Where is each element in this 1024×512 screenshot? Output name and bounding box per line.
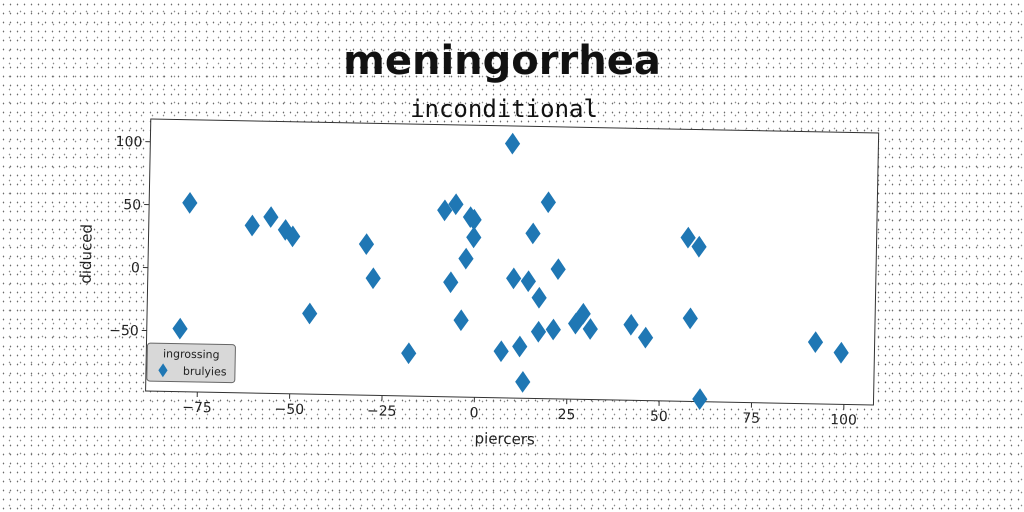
data-point (182, 192, 198, 214)
data-point (550, 258, 566, 281)
data-point (493, 340, 509, 363)
data-point (807, 331, 824, 354)
chart-subtitle: inconditional (410, 95, 598, 123)
data-point (540, 191, 556, 214)
data-point (263, 206, 279, 228)
x-tick-label: 0 (469, 405, 478, 421)
data-point (401, 342, 417, 365)
legend-entry-label: brulyies (183, 365, 227, 379)
data-point (437, 199, 453, 222)
y-tick-label: −50 (109, 323, 139, 340)
legend-marker-icon (158, 363, 168, 378)
plot-frame (145, 118, 880, 406)
data-point (680, 226, 696, 249)
x-tick-label: 25 (557, 407, 575, 423)
plot-area: −75 −50 −25 0 25 50 75 100 −50 0 50 100 piercers d… (77, 118, 880, 448)
x-axis: −75 −50 −25 0 25 50 75 100 (182, 391, 857, 429)
legend-title: ingrossing (163, 347, 220, 361)
y-tick-label: 50 (123, 197, 141, 213)
data-points (172, 132, 849, 410)
data-point (504, 132, 521, 155)
x-tick-label: −75 (182, 400, 212, 417)
data-point (525, 222, 541, 245)
data-point (244, 214, 260, 237)
legend: ingrossing brulyies (146, 342, 236, 384)
data-point (692, 388, 708, 410)
data-point (530, 320, 547, 343)
data-point (448, 193, 464, 216)
data-point (691, 235, 707, 258)
data-point (506, 267, 522, 290)
x-tick-label: 100 (830, 412, 857, 429)
data-point (833, 341, 849, 364)
data-point (466, 226, 482, 249)
legend-box (146, 342, 236, 384)
data-point (682, 307, 698, 330)
data-point (302, 302, 318, 325)
data-point (358, 233, 375, 255)
data-point (277, 219, 294, 241)
y-tick-label: 100 (115, 134, 142, 151)
data-point (515, 370, 531, 393)
data-point (582, 318, 598, 340)
data-point (545, 318, 561, 341)
data-point (512, 335, 528, 358)
data-point (443, 271, 459, 294)
x-tick-label: −50 (274, 401, 304, 418)
x-tick-label: −25 (367, 403, 397, 420)
data-point (285, 225, 301, 248)
data-point (623, 313, 639, 336)
data-point (466, 208, 482, 231)
y-axis-label: diduced (77, 224, 96, 284)
x-tick-label: 75 (742, 410, 760, 426)
data-point (458, 247, 474, 270)
data-point (453, 309, 469, 332)
y-tick-label: 0 (131, 260, 140, 276)
data-point (172, 317, 188, 340)
x-tick-label: 50 (650, 409, 668, 425)
data-point (365, 267, 381, 290)
data-point (575, 302, 591, 325)
data-point (520, 270, 536, 293)
data-point (637, 326, 654, 349)
x-axis-label: piercers (474, 429, 535, 448)
data-point (531, 286, 547, 309)
chart-title: meningorrhea (343, 38, 661, 84)
y-axis: −50 0 50 100 (109, 134, 151, 340)
